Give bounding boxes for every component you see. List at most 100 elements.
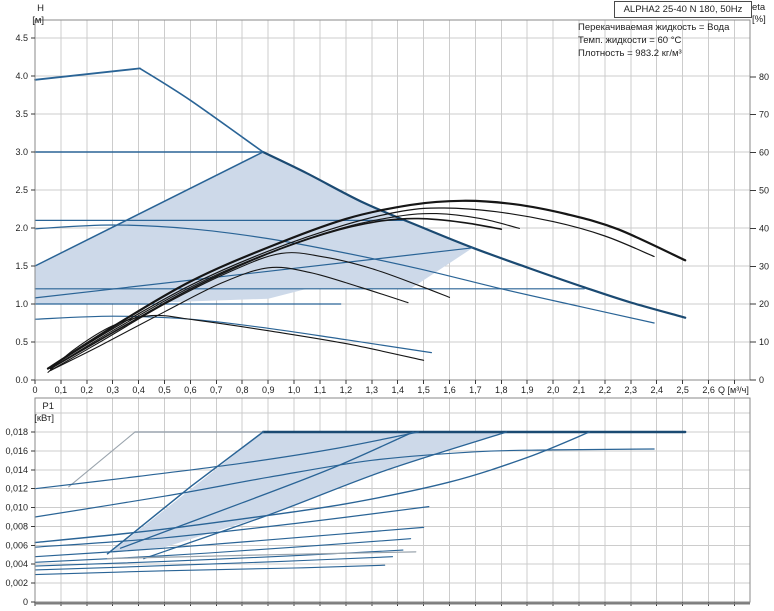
series-eta-curve-5 [49,252,451,372]
series-qh-mid-curve [34,224,655,324]
svg-text:1,2: 1,2 [340,385,353,395]
series-p1-upper-curve [34,448,655,518]
svg-text:4.0: 4.0 [15,71,28,81]
series-p1-reference-rise [68,431,136,488]
svg-text:1,0: 1,0 [288,385,301,395]
svg-text:1,7: 1,7 [469,385,482,395]
head-axis-unit: [м] [32,15,44,26]
fluid-info: Перекачиваемая жидкость = Вода Темп. жид… [578,21,729,61]
series-p1-min-curve [34,564,386,576]
series-eta-curve-6 [49,266,409,372]
pump-title: ALPHA2 25-40 N 180, 50Hz [614,1,752,18]
svg-text:40: 40 [759,223,769,233]
svg-text:4.5: 4.5 [15,33,28,43]
eta-axis-unit: [%] [752,14,766,25]
qh-eta-chart-grid [35,20,750,380]
svg-text:1,6: 1,6 [443,385,456,395]
series-p1-max-curve [34,431,591,544]
fluid-info-density: Плотность = 983.2 кг/м³ [578,48,682,60]
svg-text:0,004: 0,004 [5,559,28,569]
svg-text:0,012: 0,012 [5,484,28,494]
qh-eta-chart: 0 0,1 0,2 0,3 0,4 0,5 0,6 0,7 0,8 0,9 1,0 1,1 1,2 1,3… [15,19,769,395]
qh-eta-chart-series [34,67,687,373]
svg-text:1,4: 1,4 [391,385,404,395]
svg-text:30: 30 [759,261,769,271]
series-p1-pp-curve-2 [143,431,508,560]
series-p1-mid-curve-5 [34,556,394,571]
svg-text:20: 20 [759,299,769,309]
power-axis-header: P1 [кВт] [0,401,54,425]
svg-text:0,3: 0,3 [106,385,119,395]
head-axis-header: H [м] [0,3,44,27]
svg-text:50: 50 [759,186,769,196]
svg-text:2,4: 2,4 [650,385,663,395]
power-axis-label: P1 [42,401,54,412]
svg-text:0,1: 0,1 [55,385,68,395]
svg-text:80: 80 [759,72,769,82]
svg-text:0,6: 0,6 [184,385,197,395]
series-eta-curve-7 [47,314,425,373]
eta-axis-label: eta [752,2,766,13]
series-p1-pp-curve-1 [119,431,414,549]
svg-text:0: 0 [23,597,28,607]
series-pp-curve-max [34,151,264,267]
p1-chart-frame [34,397,751,603]
series-eta-curve-4 [49,217,503,370]
series-p1-steep-boundary [106,431,264,555]
series-qh-max-curve-upper [139,67,264,153]
svg-text:60: 60 [759,148,769,158]
svg-text:0,9: 0,9 [262,385,275,395]
svg-text:2.0: 2.0 [15,223,28,233]
svg-text:2,3: 2,3 [625,385,638,395]
flow-axis-unit-label: Q [м³/ч] [718,385,749,395]
svg-text:1,3: 1,3 [366,385,379,395]
svg-text:1,9: 1,9 [521,385,534,395]
series-qh-min-curve [34,315,432,354]
svg-text:3.5: 3.5 [15,109,28,119]
svg-text:2,2: 2,2 [599,385,612,395]
qh-eta-chart-ticks [31,37,756,384]
fluid-info-temperature: Темп. жидкости = 60 °C [578,35,682,47]
p1-chart-series [34,430,687,576]
series-p1-mid-curve-2 [34,526,425,558]
eta-axis-header: eta [%] [752,2,766,26]
svg-text:0: 0 [759,375,764,385]
qh-eta-chart-tick-labels: 0 0,1 0,2 0,3 0,4 0,5 0,6 0,7 0,8 0,9 1,0 1,1 1,2 1,3… [15,33,769,395]
svg-text:1.5: 1.5 [15,261,28,271]
head-axis-label: H [37,3,44,14]
svg-text:2.5: 2.5 [15,185,28,195]
svg-text:10: 10 [759,337,769,347]
svg-text:2,0: 2,0 [547,385,560,395]
svg-text:0,002: 0,002 [5,578,28,588]
power-axis-unit: [кВт] [34,413,54,424]
svg-text:0,2: 0,2 [81,385,94,395]
svg-text:0,8: 0,8 [236,385,249,395]
svg-text:0,5: 0,5 [158,385,171,395]
p1-chart: 0 0,002 0,004 0,006 0,008 0,010 0,012 0,014 0,01… [5,397,751,607]
svg-text:0.0: 0.0 [15,375,28,385]
svg-text:1,5: 1,5 [417,385,430,395]
series-eta-curve-2 [47,207,655,370]
svg-text:1,8: 1,8 [495,385,508,395]
svg-text:0,006: 0,006 [5,540,28,550]
svg-text:0,008: 0,008 [5,521,28,531]
series-qh-max-curve-rise [34,67,141,81]
svg-text:0.5: 0.5 [15,337,28,347]
series-eta-curve-1 [46,199,687,370]
series-p1-ref-max-curve [34,431,419,490]
svg-text:0,016: 0,016 [5,446,28,456]
series-p1-mid-curve-1 [34,506,430,548]
svg-text:2,1: 2,1 [573,385,586,395]
series-p1-mid-curve-3 [34,538,412,563]
p1-chart-tick-labels: 0 0,002 0,004 0,006 0,008 0,010 0,012 0,014 0,01… [5,427,28,607]
series-p1-ref-min-curve [106,551,417,560]
svg-text:1.0: 1.0 [15,299,28,309]
svg-text:2,5: 2,5 [676,385,689,395]
svg-text:70: 70 [759,110,769,120]
qh-eta-chart-frame [34,19,751,381]
svg-text:2,6: 2,6 [702,385,715,395]
svg-text:0,014: 0,014 [5,465,28,475]
svg-text:0,7: 0,7 [210,385,223,395]
